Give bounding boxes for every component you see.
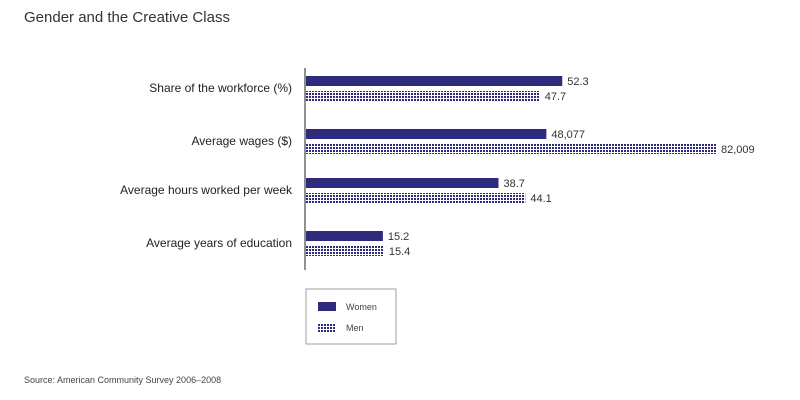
category-label: Average years of education [146,236,292,250]
bar-women [306,129,547,139]
bar-men [306,91,540,101]
bar-women [306,231,383,241]
value-label: 15.2 [388,231,409,243]
value-label: 52.3 [567,76,588,88]
bar-men [306,246,384,256]
source-note: Source: American Community Survey 2006–2… [24,375,222,385]
value-label: 15.4 [389,246,410,258]
legend-swatch-women [318,302,336,311]
bar-women [306,76,563,86]
chart-title: Gender and the Creative Class [24,9,230,26]
legend-label-men: Men [346,323,364,333]
value-label: 82,009 [721,144,755,156]
category-label: Average hours worked per week [120,183,293,197]
bar-men [306,144,716,154]
legend-box [305,288,397,345]
category-label: Share of the workforce (%) [149,81,292,95]
category-label: Average wages ($) [192,134,293,148]
legend: Women Men [305,288,397,345]
bar-men [306,193,526,203]
legend-swatch-men [318,323,336,332]
value-label: 38.7 [503,178,524,190]
value-label: 44.1 [530,193,551,205]
value-label: 48,077 [551,129,585,141]
bar-women [306,178,499,188]
legend-label-women: Women [346,302,377,312]
value-label: 47.7 [545,91,566,103]
